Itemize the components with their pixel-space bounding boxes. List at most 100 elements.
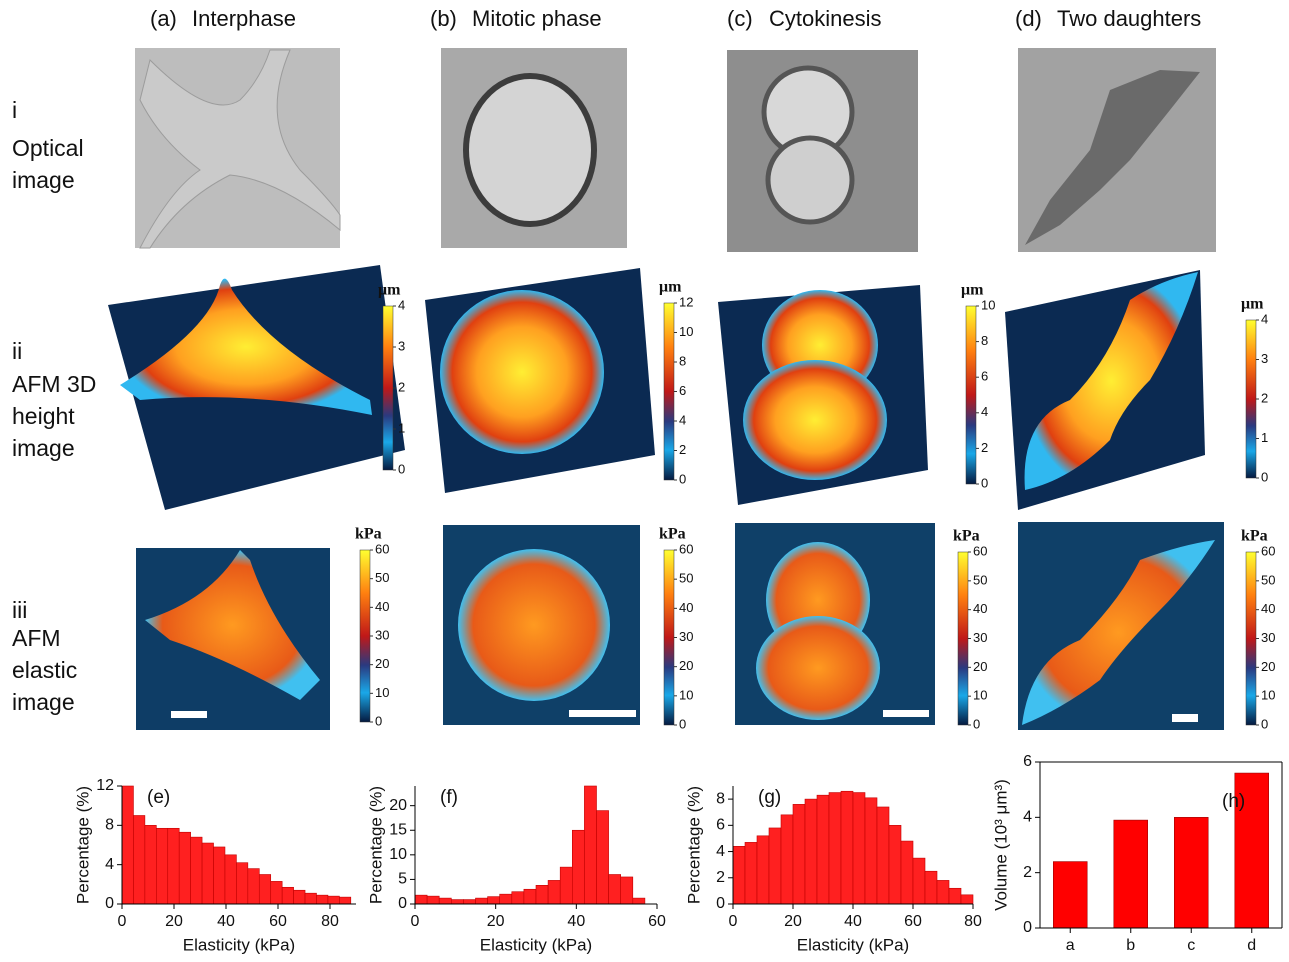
y-tick-label: 10 <box>389 846 407 863</box>
colorbar-tick-label: 30 <box>679 629 693 644</box>
histogram-bar <box>179 832 190 904</box>
panel-label: (f) <box>440 787 458 808</box>
histogram-bar <box>961 895 973 904</box>
y-axis-label: Percentage (%) <box>684 786 703 904</box>
histogram-bar <box>316 895 327 904</box>
colorbar-unit: μm <box>1241 296 1264 313</box>
colorbar-tick-label: 0 <box>1261 469 1268 484</box>
histogram-bar <box>745 842 757 904</box>
colorbar <box>1246 320 1256 478</box>
column-label: (b) <box>430 6 457 31</box>
x-tick-label: 0 <box>729 913 738 930</box>
colorbar-tick-label: 2 <box>679 442 686 457</box>
row-label: Optical <box>12 135 84 161</box>
x-tick-label: 60 <box>904 913 922 930</box>
row-label: elastic <box>12 657 77 683</box>
histogram-bar <box>865 798 877 904</box>
colorbar-tick-label: 4 <box>398 297 405 312</box>
colorbar <box>1246 552 1256 725</box>
y-tick-label: 0 <box>105 895 114 912</box>
bar <box>1053 862 1087 928</box>
y-axis-label: Volume (10³ μm³) <box>991 779 1010 911</box>
histogram-bar <box>145 825 156 904</box>
colorbar-unit: μm <box>659 279 682 296</box>
x-tick-label: c <box>1187 937 1195 954</box>
colorbar <box>966 306 976 484</box>
y-axis-label: Percentage (%) <box>73 786 92 904</box>
colorbar <box>958 552 968 725</box>
y-tick-label: 4 <box>716 843 725 860</box>
colorbar-tick-label: 10 <box>679 324 693 339</box>
y-tick-label: 20 <box>389 797 407 814</box>
colorbar-tick-label: 3 <box>398 338 405 353</box>
histogram-bar <box>415 895 427 904</box>
colorbar-tick-label: 6 <box>679 383 686 398</box>
colorbar-tick-label: 0 <box>398 461 405 476</box>
x-tick-label: 0 <box>118 913 127 930</box>
bar <box>1114 820 1148 928</box>
histogram-bar <box>248 869 259 904</box>
histogram-bar <box>236 863 247 904</box>
row-label: AFM <box>12 625 61 651</box>
histogram-bar <box>901 841 913 904</box>
y-tick-label: 4 <box>105 856 114 873</box>
x-tick-label: 40 <box>217 913 235 930</box>
colorbar-tick-label: 4 <box>981 404 988 419</box>
colorbar-tick-label: 40 <box>1261 601 1275 616</box>
y-tick-label: 4 <box>1023 809 1032 826</box>
colorbar-unit: kPa <box>953 528 980 545</box>
colorbar-tick-label: 0 <box>1261 716 1268 731</box>
row-label: image <box>12 435 75 461</box>
y-tick-label: 5 <box>398 871 407 888</box>
optical-images <box>135 48 1216 252</box>
histogram-bar <box>937 880 949 904</box>
x-tick-label: b <box>1126 937 1135 954</box>
colorbar-tick-label: 8 <box>679 353 686 368</box>
histogram-bar <box>451 900 463 904</box>
colorbar-tick-label: 12 <box>679 294 693 309</box>
y-tick-label: 6 <box>716 817 725 834</box>
x-tick-label: 0 <box>411 913 420 930</box>
histogram-bar <box>259 875 270 905</box>
colorbar-tick-label: 60 <box>375 541 389 556</box>
y-tick-label: 0 <box>716 895 725 912</box>
histogram-bar <box>328 896 339 904</box>
panel-label: (g) <box>758 787 781 808</box>
colorbar-unit: kPa <box>355 526 382 543</box>
colorbar-unit: kPa <box>1241 528 1268 545</box>
histogram-bar <box>733 846 745 904</box>
colorbar-tick-label: 40 <box>973 601 987 616</box>
histogram-bar <box>889 825 901 904</box>
row-label: image <box>12 167 75 193</box>
y-tick-label: 0 <box>398 895 407 912</box>
histogram-bar <box>877 807 889 904</box>
colorbar-tick-label: 0 <box>679 716 686 731</box>
histogram-bar <box>572 830 584 904</box>
bar <box>1174 817 1208 928</box>
colorbar-tick-label: 10 <box>679 687 693 702</box>
histogram-bar <box>133 816 144 905</box>
histogram-bar <box>913 858 925 904</box>
histogram-bar <box>512 892 524 904</box>
histogram-bar <box>294 890 305 904</box>
histogram-bar <box>548 880 560 904</box>
y-axis-label: Percentage (%) <box>366 786 385 904</box>
colorbar <box>360 550 370 722</box>
colorbar-tick-label: 60 <box>1261 543 1275 558</box>
x-tick-label: 80 <box>321 913 339 930</box>
panel-label: (h) <box>1222 791 1245 812</box>
colorbar-tick-label: 60 <box>973 543 987 558</box>
x-tick-label: 20 <box>165 913 183 930</box>
x-tick-label: 40 <box>567 913 585 930</box>
colorbar-tick-label: 20 <box>679 658 693 673</box>
colorbar-tick-label: 10 <box>973 688 987 703</box>
colorbar-tick-label: 20 <box>973 659 987 674</box>
colorbar-tick-label: 2 <box>1261 390 1268 405</box>
colorbar-tick-label: 2 <box>398 379 405 394</box>
histogram-bar <box>202 843 213 904</box>
colorbar-tick-label: 50 <box>1261 572 1275 587</box>
histogram-bar <box>488 897 500 904</box>
colorbar-tick-label: 8 <box>981 333 988 348</box>
histogram-bar <box>439 898 451 904</box>
x-tick-label: 40 <box>844 913 862 930</box>
